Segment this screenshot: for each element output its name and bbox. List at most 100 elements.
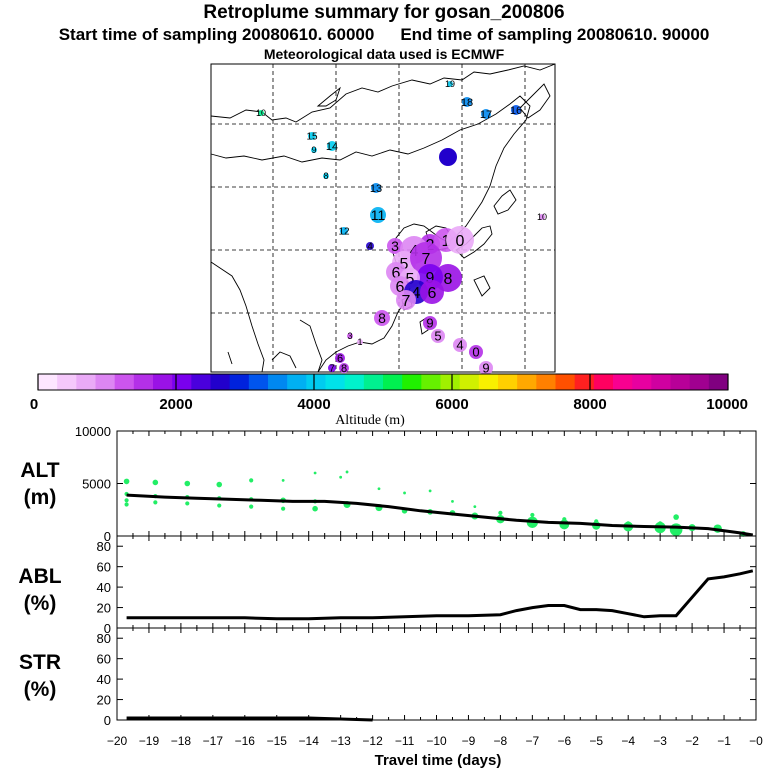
colorbar-segment <box>670 374 691 390</box>
str-line <box>126 716 373 722</box>
map-marker-label: 17 <box>480 109 492 121</box>
alt-point <box>428 489 432 493</box>
met-data-text: Meteorological data used is ECMWF <box>263 46 505 62</box>
x-tick-label: −13 <box>330 734 351 748</box>
map-marker: 3 <box>387 238 403 254</box>
map-marker-label: 11 <box>371 207 386 223</box>
map-marker: 8 <box>323 171 329 181</box>
map-marker-dot <box>335 353 345 363</box>
map-marker: 9 <box>423 316 437 331</box>
x-tick-label: −4 <box>621 734 635 748</box>
colorbar-segment <box>593 374 614 390</box>
alt-point <box>339 475 343 479</box>
map-marker-label: 6 <box>337 353 343 365</box>
colorbar-segment <box>306 374 326 390</box>
y-tick-label: 0 <box>104 713 111 728</box>
panel-ylabel: (%) <box>24 592 57 615</box>
map-marker: 10 <box>256 108 266 118</box>
map-gridlines <box>211 64 555 372</box>
map-marker: 8 <box>339 363 349 375</box>
map-marker: 10 <box>537 212 547 222</box>
alt-point <box>184 480 191 487</box>
map-marker: 16 <box>510 105 522 117</box>
y-tick-label: 80 <box>97 631 111 646</box>
map-marker-dot <box>366 242 374 250</box>
map-marker-label: 1 <box>357 337 362 347</box>
map-marker-label: 12 <box>338 227 350 238</box>
map-marker: 14 <box>326 141 338 153</box>
map-marker-label: 4 <box>456 338 463 353</box>
y-tick-label: 0 <box>104 621 111 636</box>
colorbar-segment <box>498 374 518 390</box>
map-marker: 1 <box>357 337 363 347</box>
colorbar-segment <box>574 374 595 390</box>
map-marker-label: 5 <box>434 329 441 344</box>
colorbar-segment <box>114 374 135 390</box>
map-marker-label: 5 <box>406 271 415 288</box>
map-marker-label: 3 <box>347 331 352 341</box>
map-marker: 8 <box>374 310 390 326</box>
y-tick-label: 0 <box>104 529 111 544</box>
altitude-colorbar: 0 2000 4000 6000 8000 10000 <box>30 373 748 413</box>
map-marker-label: 6 <box>392 265 401 282</box>
alt-point <box>217 503 222 508</box>
colorbar-segment <box>555 374 576 390</box>
map-marker-dot <box>539 214 545 220</box>
map-marker-dot <box>420 280 444 304</box>
x-tick-label: −10 <box>426 734 447 748</box>
colorbar-segment <box>517 374 537 390</box>
map-marker-label: 10 <box>537 212 547 222</box>
map-marker: 15 <box>306 132 318 143</box>
map-marker: 3 <box>347 331 353 341</box>
map-marker-dot <box>371 183 381 193</box>
map-marker-dot <box>308 132 316 140</box>
colorbar-segment <box>613 374 633 390</box>
x-tick-label: −0 <box>749 734 763 748</box>
panel-ylabel: (%) <box>24 678 57 701</box>
map-marker: 19 <box>445 79 455 89</box>
x-tick-label: −3 <box>653 734 667 748</box>
map-marker-dot <box>481 109 491 119</box>
map-marker-label: 8 <box>341 363 347 375</box>
colorbar-segment <box>402 374 422 390</box>
panel-frame <box>116 627 757 721</box>
y-tick-label: 40 <box>97 672 111 687</box>
map-marker-dot <box>328 364 336 372</box>
x-tick-label: −15 <box>267 734 288 748</box>
colorbar-segment <box>344 374 365 390</box>
map-marker-dot <box>387 238 403 254</box>
colorbar-segment <box>536 374 556 390</box>
alt-point <box>498 510 503 515</box>
map-marker-label: 0 <box>456 233 465 250</box>
colorbar-tick-label: 8000 <box>573 396 606 413</box>
panel-abl: ABL (%) 0 20 40 60 80 <box>18 535 757 636</box>
abl-line <box>126 569 754 621</box>
alt-point <box>669 523 683 536</box>
map-marker-dot <box>462 97 472 107</box>
map-marker: 0 <box>469 345 483 360</box>
x-tick-label: −12 <box>362 734 383 748</box>
map-marker-label: 13 <box>370 183 382 195</box>
map-marker-dot <box>374 310 390 326</box>
colorbar-segment <box>210 374 231 390</box>
colorbar-segment <box>191 374 211 390</box>
colorbar-segment <box>229 374 250 390</box>
alt-point <box>473 505 477 508</box>
x-tick-label: −2 <box>685 734 699 748</box>
map-marker: 4 <box>366 242 374 253</box>
x-tick-label: −17 <box>203 734 224 748</box>
panel-ylabel: ABL <box>18 565 61 588</box>
chart-title: Retroplume summary for gosan_200806 <box>203 2 565 23</box>
panel-alt: ALT (m) 0 5000 10000 <box>20 424 757 544</box>
alt-point <box>152 479 159 486</box>
trajectory-map: 1918171610159148131110124321045678956467… <box>210 63 556 376</box>
colorbar-label: Altitude (m) <box>335 413 405 428</box>
colorbar-tick-label: 0 <box>30 396 38 413</box>
map-marker-label: 4 <box>367 242 373 253</box>
map-marker-label: 6 <box>396 279 405 296</box>
map-marker: 17 <box>480 109 492 121</box>
map-marker-dot <box>447 81 453 87</box>
x-tick-label: −7 <box>526 734 540 748</box>
map-marker-dot <box>347 333 353 339</box>
